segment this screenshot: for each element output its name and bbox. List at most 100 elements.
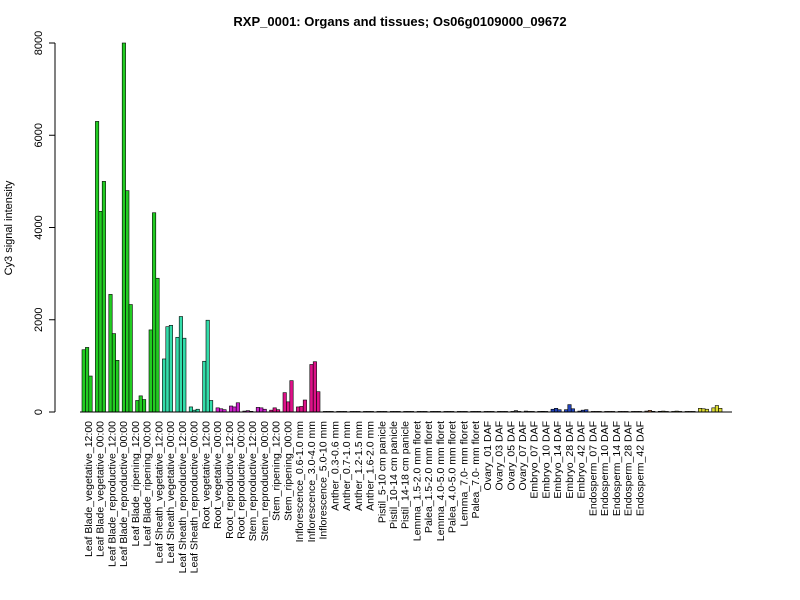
y-tick-label: 0 [33, 409, 45, 415]
bar [88, 375, 93, 413]
x-tick-label: Endosperm_14 DAF [611, 421, 623, 516]
bar [165, 326, 170, 413]
bar [698, 408, 703, 413]
bar [554, 408, 559, 413]
bar [121, 42, 126, 413]
bar [299, 406, 304, 413]
x-tick-label: Leaf Blade_reproductive_12:00 [106, 421, 118, 567]
bar [125, 190, 130, 413]
bar [162, 358, 167, 413]
y-tick-label: 2000 [33, 308, 45, 332]
y-axis: 0 2000 4000 6000 8000 [33, 31, 56, 415]
bar [718, 408, 723, 413]
bar [188, 406, 193, 413]
x-tick-label: Leaf Sheath_reproductive_12:00 [177, 421, 189, 574]
bar [98, 211, 103, 413]
x-tick-label: Lemma_7.0- mm floret [458, 421, 470, 527]
x-tick-label: Leaf Blade_ripening_12:00 [130, 421, 142, 547]
x-tick-label: Leaf Sheath_vegetative_12:00 [153, 421, 165, 564]
x-tick-label: Embryo_10 DAF [540, 421, 552, 499]
x-tick-label: Stem_reproductive_00:00 [259, 421, 271, 541]
x-tick-label: Root_vegetative_12:00 [200, 421, 212, 529]
bar [178, 316, 183, 413]
x-tick-label: Palea_1.5-2.0 mm floret [423, 421, 435, 533]
bar [101, 181, 106, 413]
bar [138, 395, 143, 413]
bar [128, 304, 133, 413]
bar [272, 407, 277, 413]
x-tick-label: Ovary_03 DAF [494, 421, 506, 490]
x-tick-label: Embryo_42 DAF [576, 421, 588, 499]
x-tick-label: Endosperm_28 DAF [623, 421, 635, 516]
bar [115, 360, 120, 413]
y-tick-label: 6000 [33, 123, 45, 147]
bar [302, 399, 307, 413]
x-tick-label: Inflorescence_5.0-10 mm [318, 421, 330, 540]
bar [155, 277, 160, 413]
bar [81, 349, 86, 413]
x-tick-label: Ovary_01 DAF [482, 421, 494, 490]
x-axis: Leaf Blade_vegetative_12:00 Leaf Blade_ve… [80, 411, 732, 574]
bar [135, 400, 140, 413]
bar [286, 401, 291, 413]
y-tick-label: 4000 [33, 215, 45, 239]
x-tick-label: Pistil_14-18 cm panicle [400, 421, 412, 529]
x-tick-label: Leaf Sheath_vegetative_00:00 [165, 421, 177, 564]
x-tick-label: Endosperm_42 DAF [634, 421, 646, 516]
x-tick-label: Lemma_4.0-5.0 mm floret [435, 421, 447, 541]
x-tick-label: Stem_ripening_12:00 [271, 421, 283, 521]
bar [182, 337, 187, 413]
x-tick-label: Root_reproductive_12:00 [224, 421, 236, 539]
x-tick-label: Root_vegetative_00:00 [212, 421, 224, 529]
bar [202, 360, 207, 413]
bar [152, 212, 157, 413]
bar [209, 400, 214, 413]
bar [567, 404, 572, 413]
bar [232, 406, 237, 413]
x-tick-label: Stem_reproductive_12:00 [247, 421, 259, 541]
x-tick-label: Leaf Blade_reproductive_00:00 [118, 421, 130, 567]
bar [229, 405, 234, 413]
x-tick-label: Leaf Sheath_reproductive_00:00 [189, 421, 201, 574]
x-tick-label: Inflorescence_3.0-4.0 mm [306, 421, 318, 543]
x-tick-label: Anther_1.6-2.0 mm [365, 421, 377, 511]
x-tick-label: Endosperm_10 DAF [599, 421, 611, 516]
bar [205, 319, 210, 413]
bar [312, 361, 317, 413]
x-tick-label: Ovary_07 DAF [517, 421, 529, 490]
x-tick-label: Embryo_28 DAF [564, 421, 576, 499]
x-tick-label: Ovary_05 DAF [505, 421, 517, 490]
y-axis-label: Cy3 signal intensity [3, 180, 15, 275]
bar [175, 336, 180, 413]
x-tick-label: Leaf Blade_ripening_00:00 [142, 421, 154, 547]
bar [215, 407, 220, 413]
bar [108, 294, 113, 413]
x-tick-label: Embryo_07 DAF [529, 421, 541, 499]
x-tick-label: Endosperm_07 DAF [587, 421, 599, 516]
bar [309, 364, 314, 413]
x-tick-label: Pistil_5-10 cm panicle [376, 421, 388, 523]
bar [711, 407, 716, 413]
x-tick-label: Leaf Blade_vegetative_12:00 [83, 421, 95, 557]
bar [95, 121, 100, 413]
x-tick-label: Stem_ripening_00:00 [282, 421, 294, 521]
bar [111, 333, 116, 413]
bar [316, 391, 321, 413]
bar [142, 399, 147, 413]
x-tick-label: Anther_0.3-0.6 mm [329, 421, 341, 511]
x-tick-label: Palea_4.0-5.0 mm floret [447, 421, 459, 533]
bar [168, 324, 173, 413]
bar [714, 405, 719, 413]
bar [148, 329, 153, 413]
bars [81, 42, 723, 413]
x-tick-label: Pistil_10-14 cm panicle [388, 421, 400, 529]
x-tick-label: Lemma_1.5-2.0 mm floret [411, 421, 423, 541]
x-tick-label: Anther_0.7-1.0 mm [341, 421, 353, 511]
chart-title: RXP_0001: Organs and tissues; Os06g01090… [233, 14, 566, 29]
x-tick-label: Root_reproductive_00:00 [235, 421, 247, 539]
bar [255, 407, 260, 413]
bar [259, 407, 264, 413]
bar [235, 402, 240, 413]
x-tick-label: Leaf Blade_vegetative_00:00 [95, 421, 107, 557]
